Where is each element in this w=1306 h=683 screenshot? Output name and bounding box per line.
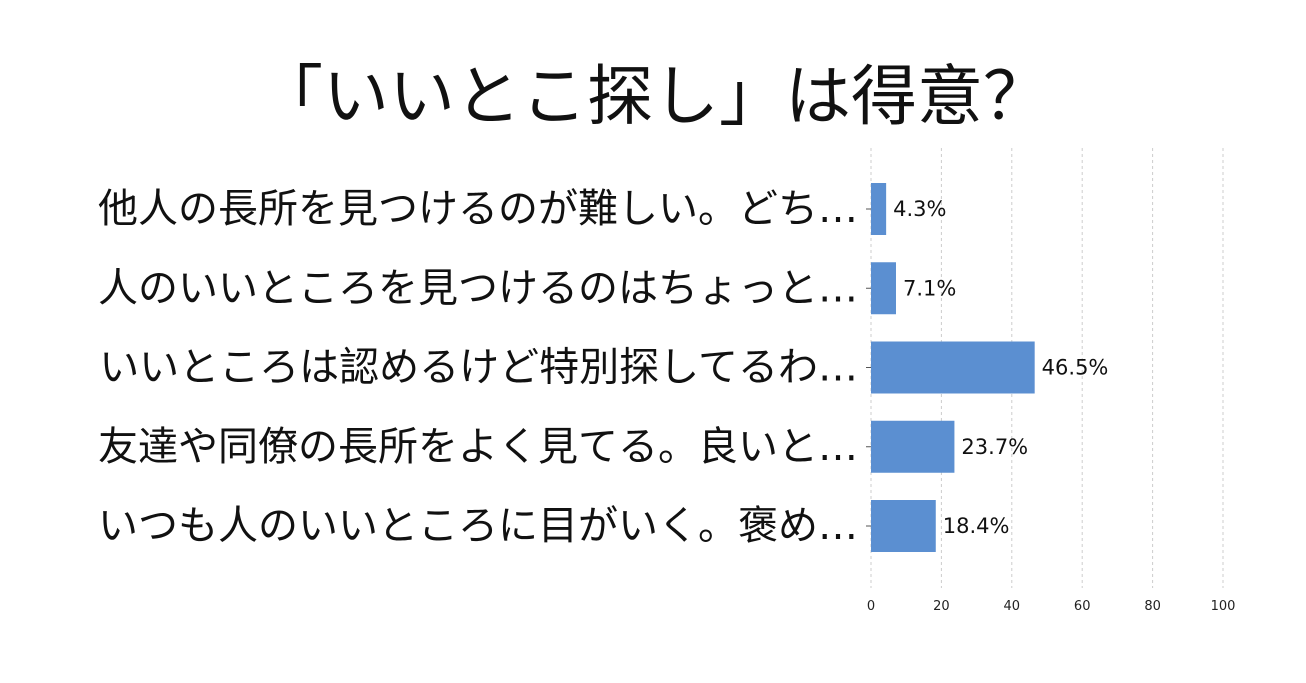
bar — [871, 262, 896, 315]
value-label: 46.5% — [1042, 356, 1109, 380]
labels-layer: 他人の長所を見つけるのが難しい。どち… 4.3% 人のいいところを見つけるのはちょっ… — [98, 186, 1108, 549]
bar — [871, 341, 1035, 394]
category-label: 他人の長所を見つけるのが難しい。どち… — [98, 186, 858, 232]
chart-title: 「いいとこ探し」は得意？ — [257, 58, 1049, 135]
x-tick-label: 80 — [1144, 599, 1161, 614]
value-label: 18.4% — [943, 514, 1010, 538]
bars-layer — [871, 183, 1035, 552]
bar — [871, 500, 936, 552]
category-label: 人のいいところを見つけるのはちょっと… — [98, 265, 858, 311]
value-label: 4.3% — [893, 197, 946, 221]
value-label: 23.7% — [961, 435, 1028, 459]
x-axis: 0 20 40 60 80 100 — [866, 208, 1236, 614]
category-label: いつも人のいいところに目がいく。褒め… — [98, 503, 858, 549]
x-tick-label: 0 — [867, 599, 875, 614]
x-tick-label: 40 — [1004, 599, 1021, 614]
x-tick-label: 100 — [1211, 599, 1236, 614]
x-tick-label: 60 — [1074, 599, 1091, 614]
value-label: 7.1% — [903, 276, 956, 300]
category-label: 友達や同僚の長所をよく見てる。良いと… — [98, 424, 858, 470]
x-tick-label: 20 — [933, 599, 950, 614]
bar — [871, 183, 887, 235]
bar — [871, 420, 955, 473]
category-label: いいところは認めるけど特別探してるわ… — [99, 345, 858, 391]
